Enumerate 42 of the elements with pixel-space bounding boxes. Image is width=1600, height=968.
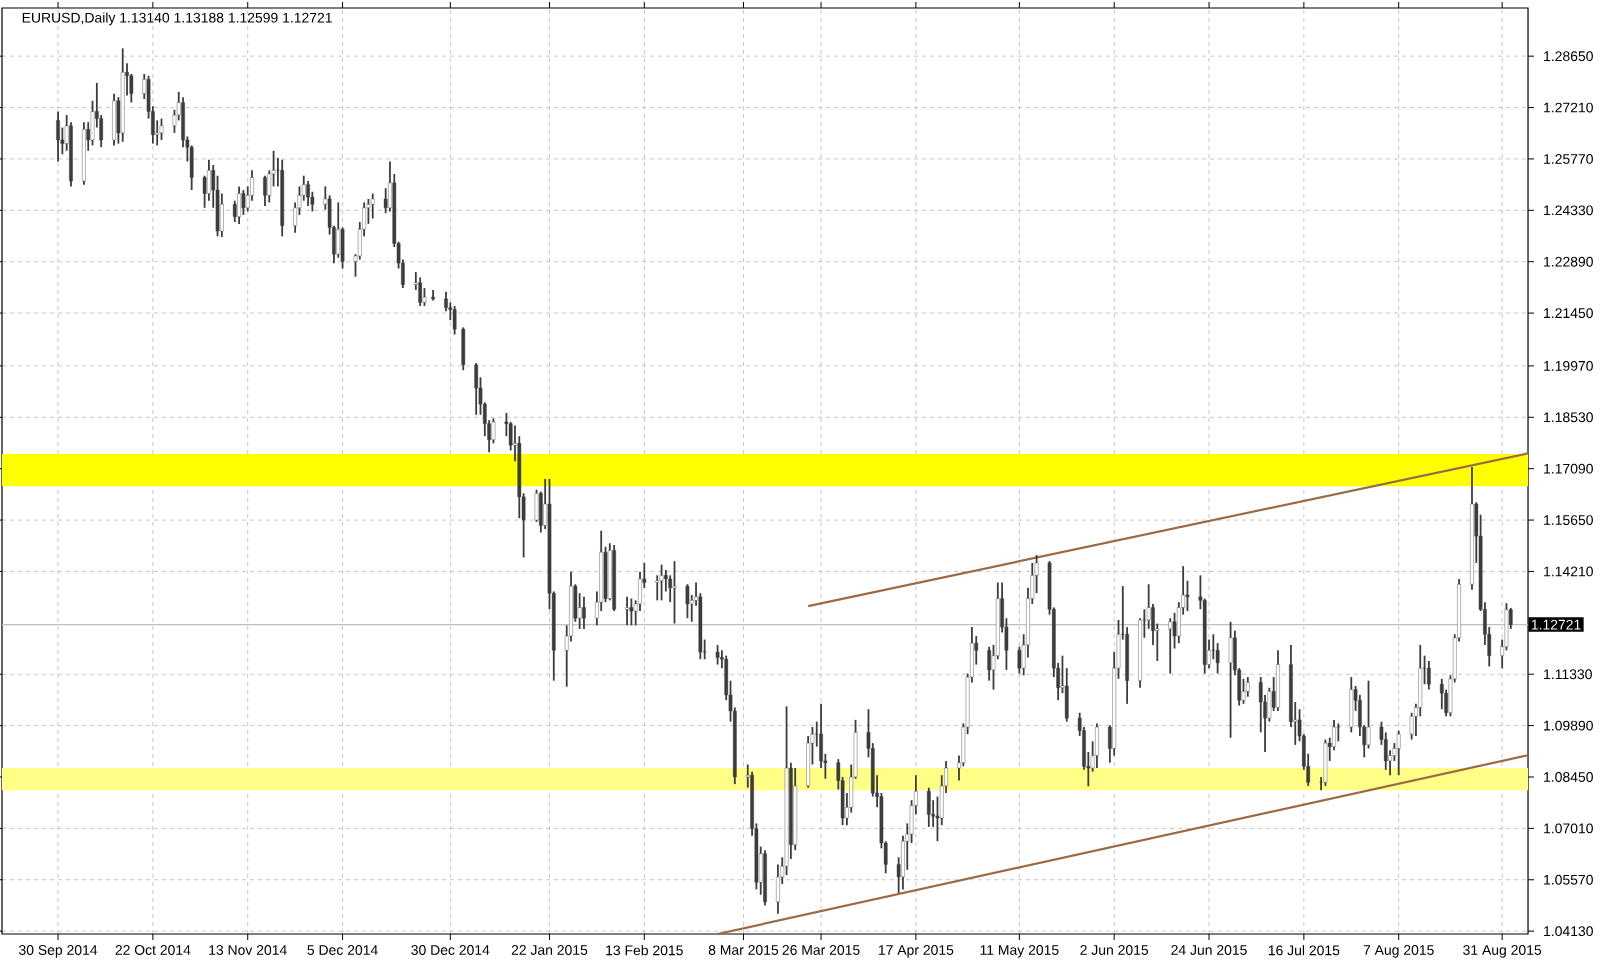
- candlestick: [370, 192, 375, 220]
- candlestick: [1396, 729, 1401, 777]
- candlestick: [491, 417, 496, 445]
- candlestick: [582, 595, 586, 630]
- candlestick: [806, 735, 810, 789]
- candlestick: [306, 180, 310, 207]
- candlestick: [1409, 711, 1414, 741]
- candlestick: [987, 645, 992, 682]
- candlestick: [629, 597, 634, 627]
- candlestick: [207, 158, 211, 202]
- candlestick: [1323, 738, 1328, 787]
- candlestick: [1228, 620, 1233, 739]
- candlestick: [1427, 660, 1431, 691]
- candlestick: [56, 110, 60, 163]
- candlestick: [444, 290, 448, 313]
- candlestick: [461, 326, 466, 372]
- candlestick: [1366, 679, 1371, 750]
- candlestick: [237, 185, 241, 225]
- candlestick: [659, 563, 664, 602]
- candlestick: [263, 174, 267, 207]
- candlestick: [625, 595, 629, 627]
- candlestick: [1168, 617, 1173, 675]
- candlestick: [776, 863, 780, 915]
- candlestick: [685, 583, 690, 620]
- candlestick: [159, 117, 164, 141]
- candlestick: [474, 362, 479, 416]
- candlestick: [1245, 676, 1250, 698]
- candlestick: [452, 305, 457, 336]
- candlestick: [1215, 642, 1220, 675]
- candlestick: [1349, 676, 1354, 734]
- candlestick: [715, 644, 720, 666]
- candlestick: [672, 560, 677, 625]
- candlestick: [241, 189, 246, 216]
- candlestick: [577, 592, 582, 630]
- candlestick: [112, 92, 116, 147]
- candlestick: [1439, 677, 1444, 711]
- candlestick: [418, 276, 422, 307]
- candlestick: [1095, 722, 1099, 769]
- candlestick: [1336, 722, 1341, 743]
- candlestick: [189, 144, 194, 191]
- candlestick: [1276, 649, 1280, 712]
- candlestick: [926, 786, 931, 828]
